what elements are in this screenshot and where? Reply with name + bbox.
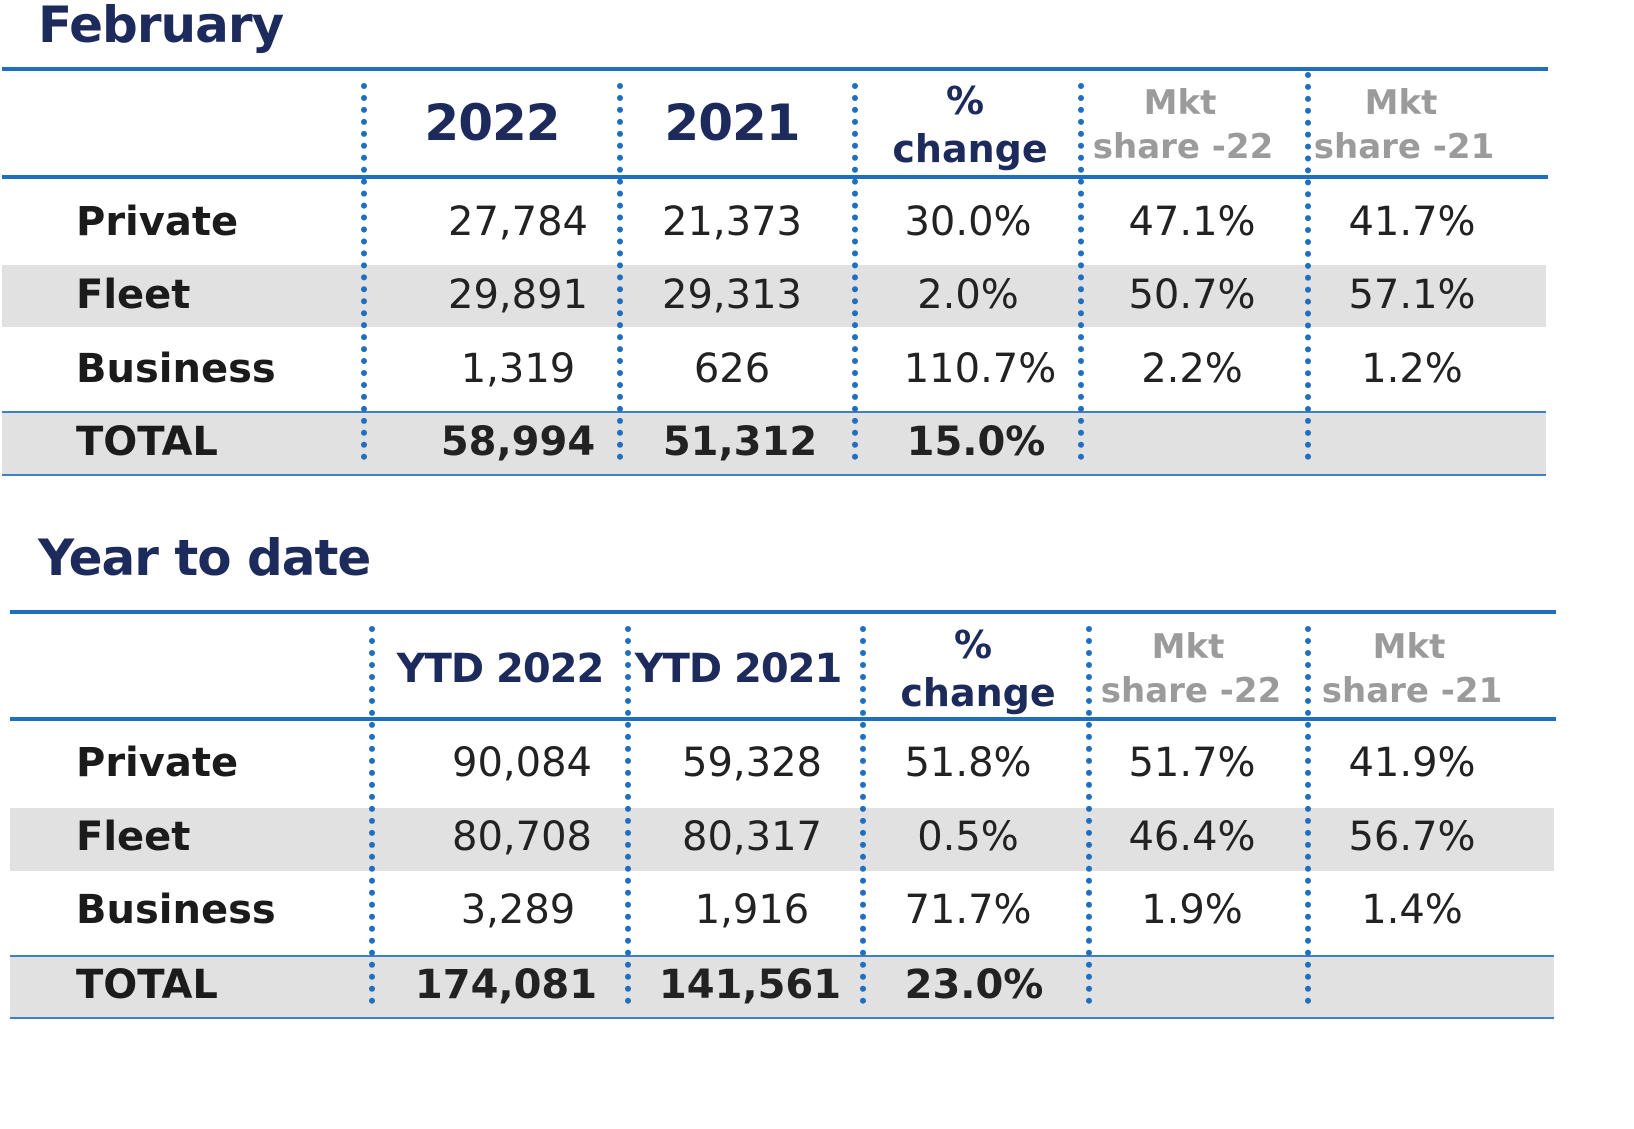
value-mkt22: 50.7% xyxy=(1128,272,1256,318)
value-mkt21: 41.9% xyxy=(1348,740,1476,786)
value-pct-change: 110.7% xyxy=(903,346,1057,392)
value-mkt21: 1.4% xyxy=(1361,887,1463,933)
header-pct-line2: change xyxy=(900,671,1056,715)
row-label-business: Business xyxy=(76,346,276,392)
header-mkt21-line2: share -21 xyxy=(1321,671,1503,711)
value-mkt22: 2.2% xyxy=(1141,346,1243,392)
value-2022: 1,319 xyxy=(460,346,576,392)
column-separator xyxy=(1305,626,1311,1004)
total-bottom-rule xyxy=(2,474,1546,476)
total-top-rule xyxy=(2,411,1546,413)
column-separator xyxy=(852,83,858,460)
value-mkt21: 56.7% xyxy=(1348,814,1476,860)
value-2022: 29,891 xyxy=(448,272,588,318)
fleet-row-band xyxy=(2,265,1546,327)
header-mkt22-line2: share -22 xyxy=(1092,127,1274,167)
fleet-row-band xyxy=(10,808,1554,871)
header-ytd-2021: YTD 2021 xyxy=(634,646,843,692)
column-separator xyxy=(361,83,367,460)
header-2022: 2022 xyxy=(424,94,560,152)
row-label-fleet: Fleet xyxy=(76,814,191,860)
value-mkt22: 47.1% xyxy=(1128,199,1256,245)
column-separator xyxy=(860,626,866,1004)
value-2022: 27,784 xyxy=(448,199,588,245)
row-label-fleet: Fleet xyxy=(76,272,191,318)
value-mkt21: 57.1% xyxy=(1348,272,1476,318)
column-separator xyxy=(1305,72,1311,460)
value-mkt22: 51.7% xyxy=(1128,740,1256,786)
total-top-rule xyxy=(10,955,1554,957)
value-ytd-2021: 59,328 xyxy=(682,740,822,786)
column-separator xyxy=(617,83,623,460)
value-mkt21: 1.2% xyxy=(1361,346,1463,392)
value-pct-change: 2.0% xyxy=(917,272,1019,318)
header-2021: 2021 xyxy=(664,94,800,152)
february-title: February xyxy=(38,0,284,54)
value-2021: 29,313 xyxy=(662,272,802,318)
total-pct-change: 23.0% xyxy=(904,962,1044,1008)
value-2021: 626 xyxy=(693,346,771,392)
header-pct-line2: change xyxy=(892,127,1048,171)
column-separator xyxy=(1078,83,1084,460)
header-mkt21-line1: Mkt xyxy=(1364,83,1438,123)
row-label-total: TOTAL xyxy=(76,419,218,465)
total-row-band xyxy=(10,957,1554,1018)
row-label-business: Business xyxy=(76,887,276,933)
total-2022: 58,994 xyxy=(440,419,596,465)
total-pct-change: 15.0% xyxy=(906,419,1046,465)
value-ytd-2022: 80,708 xyxy=(452,814,592,860)
header-mkt22-line1: Mkt xyxy=(1143,83,1217,123)
value-2021: 21,373 xyxy=(662,199,802,245)
column-separator xyxy=(625,626,631,1004)
value-pct-change: 71.7% xyxy=(904,887,1032,933)
value-mkt21: 41.7% xyxy=(1348,199,1476,245)
value-mkt22: 1.9% xyxy=(1141,887,1243,933)
total-row-band xyxy=(2,413,1546,474)
header-bottom-rule xyxy=(2,175,1548,179)
header-top-rule xyxy=(2,67,1548,71)
value-ytd-2021: 1,916 xyxy=(694,887,810,933)
total-ytd-2021: 141,561 xyxy=(658,962,842,1008)
header-mkt22-line1: Mkt xyxy=(1151,627,1225,667)
row-label-total: TOTAL xyxy=(76,962,218,1008)
total-2021: 51,312 xyxy=(662,419,818,465)
header-mkt22-line2: share -22 xyxy=(1100,671,1282,711)
header-bottom-rule xyxy=(10,717,1556,721)
row-label-private: Private xyxy=(76,740,239,786)
ytd-title: Year to date xyxy=(38,529,371,587)
value-pct-change: 0.5% xyxy=(917,814,1019,860)
header-pct-line1: % xyxy=(953,623,993,667)
column-separator xyxy=(1086,626,1092,1004)
total-bottom-rule xyxy=(10,1017,1554,1019)
total-ytd-2022: 174,081 xyxy=(414,962,598,1008)
row-label-private: Private xyxy=(76,199,239,245)
header-top-rule xyxy=(10,610,1556,614)
value-ytd-2021: 80,317 xyxy=(682,814,822,860)
header-pct-line1: % xyxy=(945,79,985,123)
header-mkt21-line1: Mkt xyxy=(1372,627,1446,667)
value-ytd-2022: 90,084 xyxy=(452,740,592,786)
header-mkt21-line2: share -21 xyxy=(1313,127,1495,167)
column-separator xyxy=(369,626,375,1004)
header-ytd-2022: YTD 2022 xyxy=(396,646,605,692)
value-pct-change: 51.8% xyxy=(904,740,1032,786)
value-mkt22: 46.4% xyxy=(1128,814,1256,860)
value-pct-change: 30.0% xyxy=(904,199,1032,245)
value-ytd-2022: 3,289 xyxy=(460,887,576,933)
